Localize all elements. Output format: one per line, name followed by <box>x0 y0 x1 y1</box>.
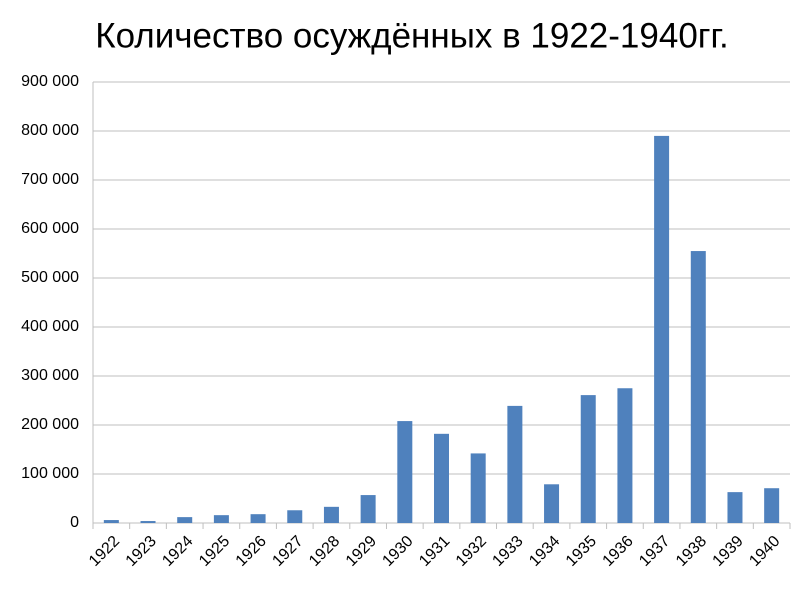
x-tick-label: 1939 <box>710 533 747 570</box>
bar <box>287 510 303 523</box>
x-tick-label: 1927 <box>269 533 306 570</box>
bar <box>690 251 706 524</box>
x-tick-label: 1925 <box>196 533 233 570</box>
x-tick-label: 1936 <box>600 533 637 570</box>
y-tick-label: 800 000 <box>21 122 79 139</box>
chart-title: Количество осуждённых в 1922-1940гг. <box>95 16 729 55</box>
x-tick-label: 1923 <box>123 533 160 570</box>
y-tick-label: 600 000 <box>21 220 79 237</box>
x-tick-label: 1924 <box>159 533 196 570</box>
y-tick-label: 500 000 <box>21 269 79 286</box>
bar <box>544 484 560 523</box>
x-tick-label: 1931 <box>416 533 453 570</box>
bar <box>397 421 413 523</box>
x-tick-label: 1932 <box>453 533 490 570</box>
bar <box>213 515 229 523</box>
y-tick-label: 100 000 <box>21 465 79 482</box>
x-tick-label: 1938 <box>673 533 710 570</box>
x-tick-label: 1928 <box>306 533 343 570</box>
bar <box>580 395 596 523</box>
y-tick-label: 700 000 <box>21 171 79 188</box>
bar <box>617 388 633 523</box>
y-tick-label: 400 000 <box>21 318 79 335</box>
x-tick-label: 1922 <box>86 533 123 570</box>
bar <box>434 433 449 523</box>
bar <box>727 492 743 523</box>
x-tick-label: 1929 <box>343 533 380 570</box>
y-tick-label: 900 000 <box>21 73 79 90</box>
bar <box>654 135 670 523</box>
x-tick-label: 1940 <box>746 533 783 570</box>
x-tick-label: 1926 <box>233 533 270 570</box>
bar <box>140 521 156 523</box>
bar <box>177 517 193 523</box>
x-tick-label: 1935 <box>563 533 600 570</box>
bar <box>507 405 523 523</box>
y-tick-label: 300 000 <box>21 367 79 384</box>
bar <box>764 488 780 523</box>
x-tick-label: 1937 <box>636 533 673 570</box>
x-tick-label: 1930 <box>379 533 416 570</box>
x-tick-label: 1933 <box>489 533 526 570</box>
bar <box>103 520 119 523</box>
bar <box>250 514 266 523</box>
bar <box>323 506 339 523</box>
bar <box>470 453 486 523</box>
bar <box>360 495 376 523</box>
y-tick-label: 0 <box>70 514 79 531</box>
x-tick-label: 1934 <box>526 533 563 570</box>
y-tick-label: 200 000 <box>21 416 79 433</box>
